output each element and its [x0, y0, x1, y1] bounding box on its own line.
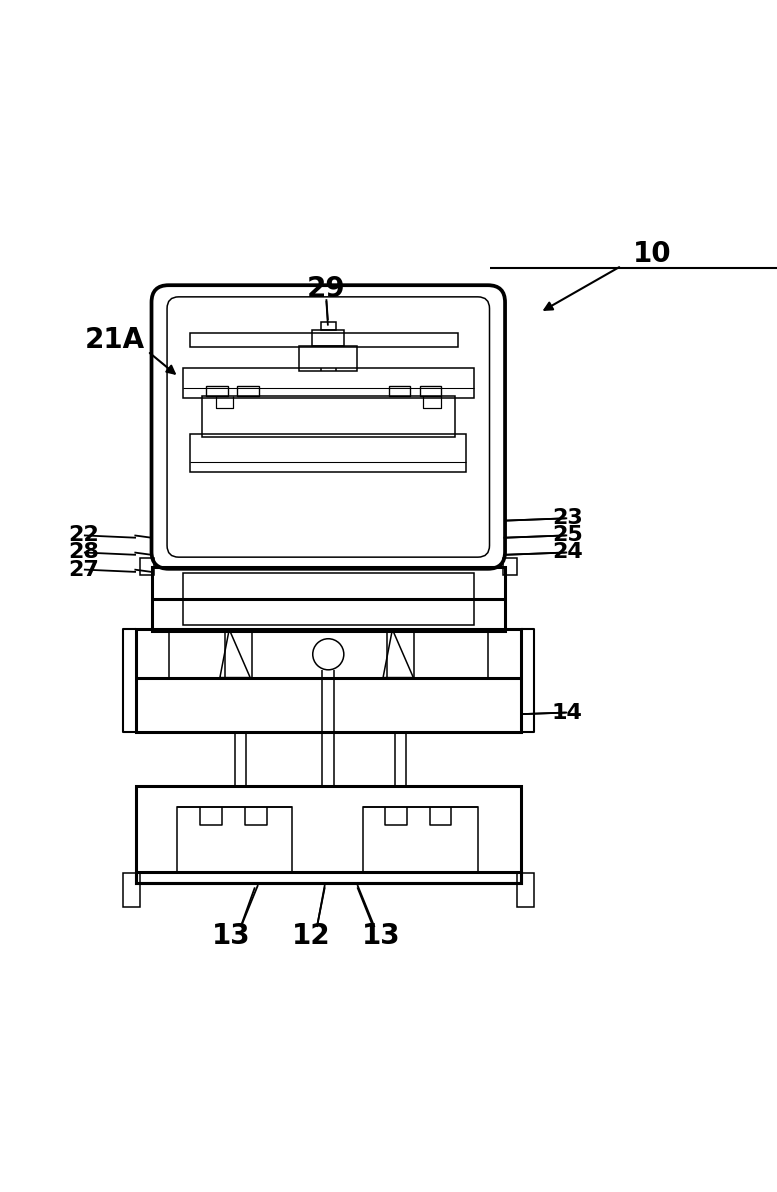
Text: 29: 29	[307, 275, 346, 303]
Text: 22: 22	[68, 526, 99, 546]
Text: 13: 13	[212, 923, 251, 950]
Bar	[237, 386, 259, 396]
Text: 24: 24	[552, 542, 583, 563]
Bar	[363, 807, 478, 874]
Bar	[169, 629, 488, 677]
Bar	[517, 873, 534, 907]
Text: 23: 23	[552, 508, 583, 528]
Bar	[177, 807, 292, 874]
Bar	[206, 386, 228, 396]
Bar	[136, 871, 521, 883]
Bar	[503, 558, 517, 575]
Bar	[136, 787, 521, 883]
Bar	[388, 386, 410, 396]
Bar	[299, 346, 357, 371]
Bar	[183, 573, 474, 625]
Bar	[321, 323, 336, 330]
Bar	[152, 567, 505, 631]
Bar	[190, 334, 458, 347]
Bar	[312, 330, 344, 346]
Text: 12: 12	[291, 923, 330, 950]
Bar	[136, 629, 521, 732]
Bar	[202, 396, 455, 436]
Bar	[140, 558, 154, 575]
Text: 27: 27	[68, 559, 99, 579]
Bar	[123, 873, 140, 907]
Text: 10: 10	[633, 240, 672, 268]
Text: 21A: 21A	[85, 325, 145, 354]
Bar	[387, 629, 414, 677]
Bar	[183, 368, 474, 398]
Bar	[420, 386, 441, 396]
Bar	[190, 434, 466, 472]
Bar	[225, 629, 252, 677]
Text: 14: 14	[552, 702, 583, 722]
Text: 25: 25	[552, 526, 583, 546]
Text: 13: 13	[361, 923, 400, 950]
Text: 28: 28	[68, 542, 99, 563]
